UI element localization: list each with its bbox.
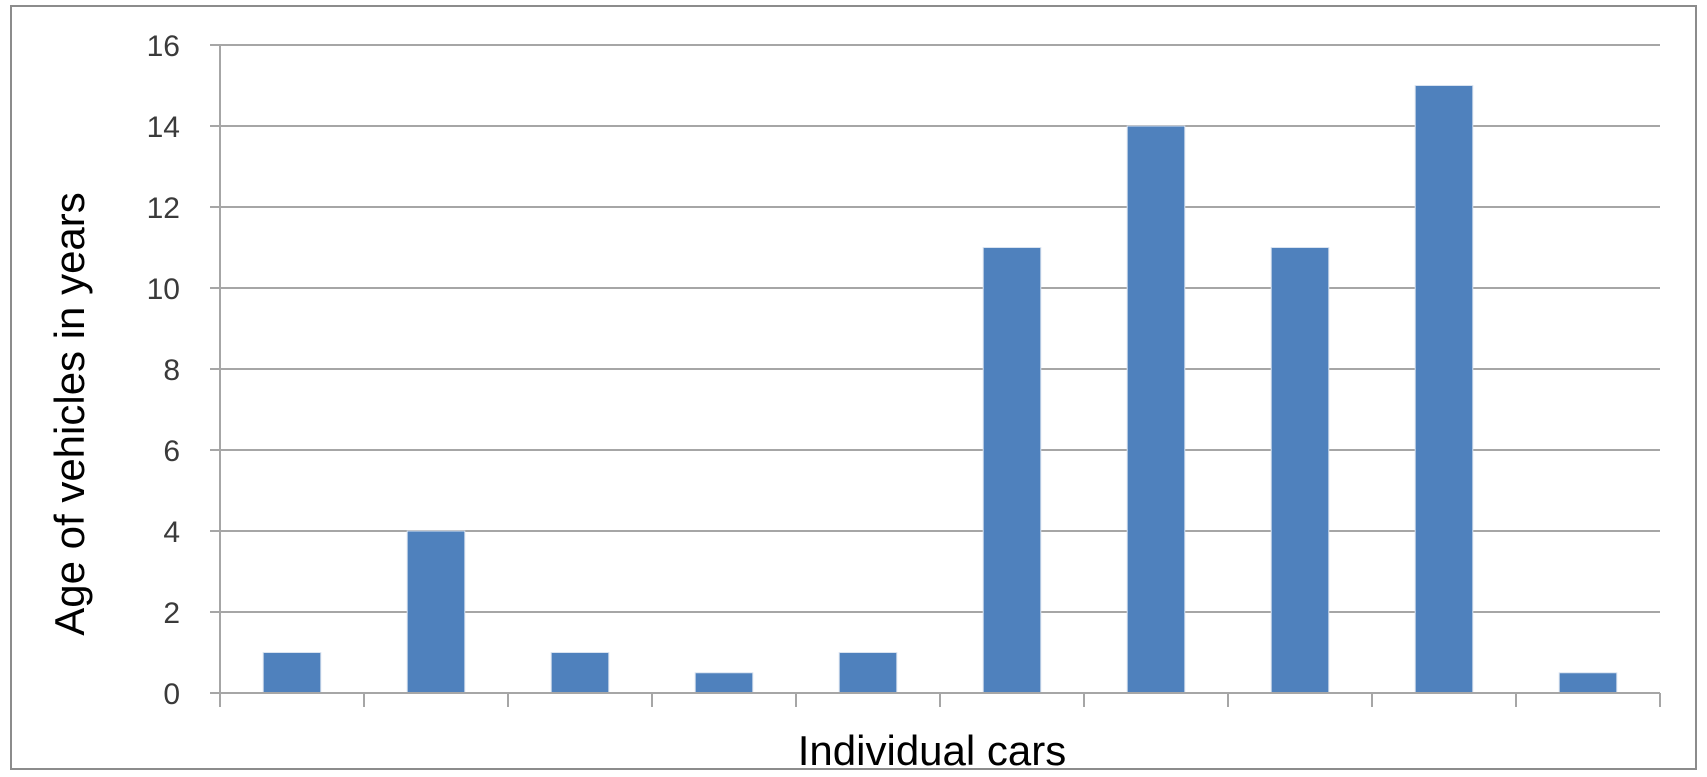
y-tick-label: 14 [147, 111, 180, 144]
axes [219, 45, 1661, 707]
x-axis-title: Individual cars [798, 727, 1066, 774]
y-axis-title: Age of vehicles in years [46, 192, 93, 636]
bar [838, 652, 898, 694]
bars [262, 85, 1618, 694]
y-tick-label: 12 [147, 192, 180, 225]
y-tick-label: 0 [163, 678, 180, 711]
y-tick-label: 4 [163, 516, 180, 549]
bar [694, 672, 754, 694]
bar [406, 530, 466, 694]
bar [1414, 85, 1474, 694]
bar [982, 247, 1042, 694]
bar [1270, 247, 1330, 694]
y-tick-label: 2 [163, 597, 180, 630]
bar [1558, 672, 1618, 694]
y-tick-labels: 0 2 4 6 8 10 12 14 16 [147, 30, 180, 711]
y-tick-label: 8 [163, 354, 180, 387]
y-tick-label: 16 [147, 30, 180, 63]
y-tick-label: 10 [147, 273, 180, 306]
bar [262, 652, 322, 694]
bar [550, 652, 610, 694]
y-tick-label: 6 [163, 435, 180, 468]
bar [1126, 125, 1186, 694]
